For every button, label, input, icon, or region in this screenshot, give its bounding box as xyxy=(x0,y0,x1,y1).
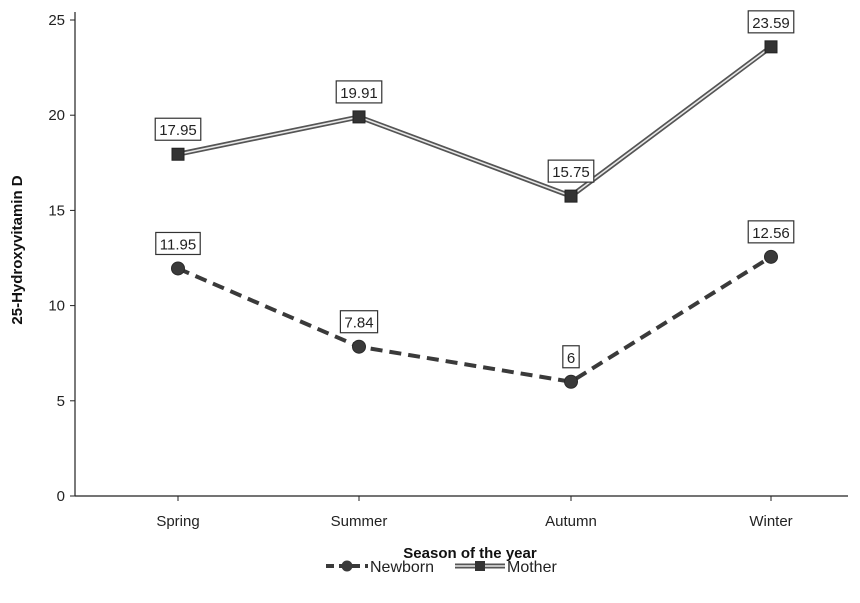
chart-axes: 0 5 10 15 20 25 Spring Summer Autumn Winter xyxy=(48,12,848,530)
mother-point xyxy=(171,147,185,161)
series-layer xyxy=(171,40,778,389)
newborn-point xyxy=(564,374,578,389)
x-tick-label: Winter xyxy=(749,513,792,530)
newborn-point xyxy=(352,339,366,354)
legend-newborn-label: Newborn xyxy=(370,559,434,576)
newborn-data-label: 11.95 xyxy=(155,231,201,256)
x-tick-label: Spring xyxy=(156,513,199,530)
newborn-line xyxy=(177,255,773,384)
y-tick-label: 0 xyxy=(57,488,65,505)
y-axis-title: 25-Hydroxyvitamin D xyxy=(9,175,26,324)
svg-text:23.59: 23.59 xyxy=(752,15,790,32)
newborn-point xyxy=(764,249,778,264)
mother-data-label: 19.91 xyxy=(335,80,383,104)
x-tick-label: Summer xyxy=(331,513,388,530)
svg-text:17.95: 17.95 xyxy=(159,122,197,139)
legend-item-mother: Mother xyxy=(455,559,557,576)
mother-line-inner xyxy=(177,46,772,198)
newborn-point xyxy=(171,261,185,276)
data-labels: 11.95 7.84 6 12.56 17.95 19.91 15.75 23.59 xyxy=(154,10,795,369)
newborn-data-label: 12.56 xyxy=(747,220,795,244)
mother-point xyxy=(764,40,778,54)
mother-data-label: 15.75 xyxy=(547,159,595,183)
legend-mother-label: Mother xyxy=(507,559,557,576)
legend-item-newborn: Newborn xyxy=(326,559,434,576)
svg-text:15.75: 15.75 xyxy=(552,164,590,181)
y-tick-label: 15 xyxy=(48,202,65,219)
svg-text:6: 6 xyxy=(567,350,575,367)
svg-text:11.95: 11.95 xyxy=(160,236,196,253)
mother-data-label: 17.95 xyxy=(154,117,202,141)
svg-text:7.84: 7.84 xyxy=(344,315,373,332)
x-tick-label: Autumn xyxy=(545,513,597,530)
legend-mother-marker xyxy=(475,561,485,571)
svg-text:19.91: 19.91 xyxy=(340,85,378,102)
newborn-data-label: 6 xyxy=(562,345,580,369)
legend-newborn-marker xyxy=(341,560,353,572)
mother-point xyxy=(564,189,578,203)
mother-point xyxy=(352,110,366,124)
mother-data-label: 23.59 xyxy=(747,10,795,34)
y-tick-label: 25 xyxy=(48,12,65,29)
legend: Newborn Mother xyxy=(326,559,557,576)
y-tick-label: 5 xyxy=(57,393,65,410)
svg-text:12.56: 12.56 xyxy=(752,225,790,242)
y-tick-label: 20 xyxy=(48,107,65,124)
y-tick-label: 10 xyxy=(48,298,65,315)
newborn-data-label: 7.84 xyxy=(339,310,379,334)
x-axis-title: Season of the year xyxy=(403,545,537,562)
mother-line-outer xyxy=(177,44,773,199)
